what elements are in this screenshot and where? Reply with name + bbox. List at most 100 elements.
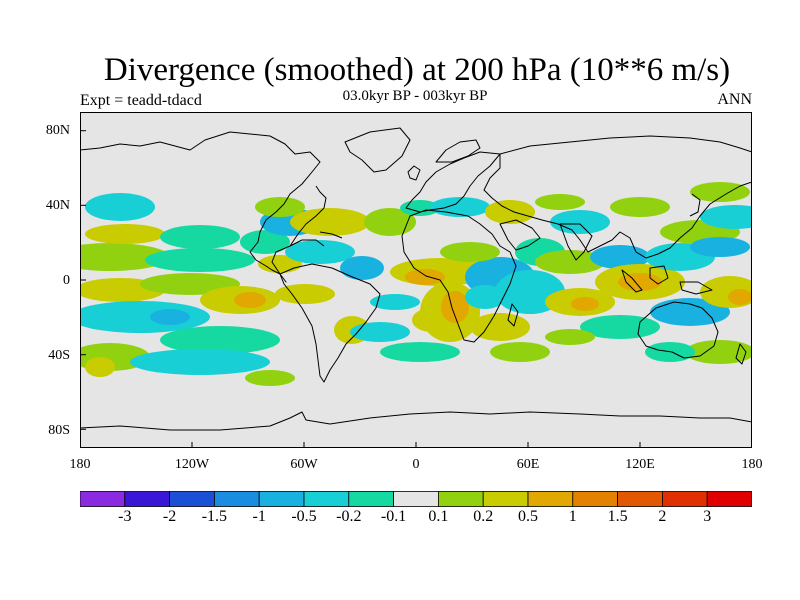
contour-blob	[340, 256, 384, 280]
colorbar	[79, 491, 753, 507]
contour-blob	[275, 284, 335, 304]
season-label: ANN	[717, 91, 752, 108]
contour-blob	[350, 322, 410, 342]
contour-blob	[470, 313, 530, 341]
contour-blob	[441, 291, 469, 323]
coast-new-guinea	[679, 281, 713, 295]
lon-label-60e: 60E	[516, 457, 540, 472]
coast-borneo	[649, 265, 669, 285]
contour-blob	[240, 230, 290, 254]
ticks	[80, 130, 641, 448]
experiment-label: Expt = teadd-tdacd	[80, 92, 202, 109]
colorbar-segment	[303, 491, 350, 507]
coast-cuba	[319, 231, 343, 239]
contour-blob	[370, 294, 420, 310]
contour-blob	[550, 210, 610, 234]
coast-japan	[689, 193, 701, 217]
contour-blob	[364, 208, 416, 236]
coast-india	[559, 223, 593, 261]
lon-label-0: 0	[412, 457, 420, 472]
coast-antarctica	[80, 411, 752, 431]
divergence-field	[80, 182, 752, 386]
contour-blob	[618, 273, 662, 291]
colorbar-svg	[79, 491, 753, 507]
lon-label-120w: 120W	[174, 457, 210, 472]
lon-label-180w: 180	[69, 457, 91, 472]
colorbar-segment	[706, 491, 753, 507]
colorbar-segment	[124, 491, 170, 507]
colorbar-label: -0.2	[336, 508, 362, 525]
colorbar-segment	[348, 491, 394, 507]
coast-arabia	[499, 219, 541, 251]
contour-blob	[485, 200, 535, 224]
contour-blob	[285, 240, 355, 264]
colorbar-label: -0.5	[291, 508, 317, 525]
colorbar-segment	[393, 491, 439, 507]
coast-new-zealand	[735, 343, 747, 365]
lat-label-80n: 80N	[45, 123, 70, 138]
contour-blob	[150, 309, 190, 325]
colorbar-segment	[79, 491, 126, 507]
colorbar-segment	[482, 491, 529, 507]
contour-blob	[490, 342, 550, 362]
coast-madagascar	[507, 303, 519, 327]
contour-blob	[535, 250, 605, 274]
contour-blob	[685, 340, 752, 364]
lon-label-60w: 60W	[290, 457, 318, 472]
contour-blob	[80, 301, 210, 333]
contour-blob	[535, 194, 585, 210]
chart-title: Divergence (smoothed) at 200 hPa (10**6 …	[103, 52, 731, 88]
colorbar-label: 0.2	[473, 508, 494, 525]
colorbar-segment	[213, 491, 260, 507]
contour-blob	[160, 326, 280, 354]
contour-blob	[130, 349, 270, 375]
contour-blob	[85, 224, 165, 244]
colorbar-label: 2	[658, 508, 667, 525]
coast-sumatra	[621, 269, 643, 293]
contour-blob	[690, 237, 750, 257]
contour-blob	[440, 242, 500, 262]
lat-label-40n: 40N	[45, 198, 70, 213]
contour-blob	[580, 315, 660, 339]
contour-blob	[400, 200, 440, 216]
contour-blob	[571, 297, 599, 311]
lon-label-180e: 180	[741, 457, 763, 472]
colorbar-label: -3	[118, 508, 132, 525]
contour-blob	[160, 225, 240, 249]
coast-british-isles	[407, 165, 421, 181]
coast-scandinavia	[435, 139, 481, 163]
coast-north-america	[80, 131, 327, 283]
contour-blob	[700, 205, 752, 229]
contour-blob	[245, 370, 295, 386]
contour-blob	[255, 197, 305, 217]
lat-label-40s: 40S	[48, 348, 70, 363]
coastlines	[80, 127, 752, 431]
colorbar-segment	[258, 491, 305, 507]
colorbar-segment	[617, 491, 663, 507]
coast-caribbean	[289, 239, 325, 247]
contour-blob	[728, 289, 752, 305]
contour-blob	[234, 292, 266, 308]
period-label: 03.0kyr BP - 003kyr BP	[342, 88, 488, 104]
colorbar-segment	[437, 491, 484, 507]
coast-south-america	[279, 263, 381, 383]
contour-blob	[380, 342, 460, 362]
coast-europe	[405, 151, 501, 213]
contour-blob	[545, 329, 595, 345]
coast-greenland	[344, 127, 411, 173]
colorbar-label: 3	[703, 508, 712, 525]
colorbar-segment	[169, 491, 215, 507]
colorbar-label: -1.5	[201, 508, 228, 525]
colorbar-label: -0.1	[380, 508, 407, 525]
colorbar-label: -1	[252, 508, 266, 525]
colorbar-label: 1.5	[607, 508, 628, 525]
colorbar-segment	[662, 491, 708, 507]
colorbar-label: 0.1	[428, 508, 449, 525]
colorbar-label: 0.5	[518, 508, 538, 525]
contour-blob	[465, 285, 505, 309]
coast-australia	[637, 301, 719, 359]
contour-blob	[85, 193, 155, 221]
contour-blob	[690, 182, 750, 202]
lat-label-0: 0	[63, 273, 70, 288]
map-svg	[80, 112, 752, 448]
